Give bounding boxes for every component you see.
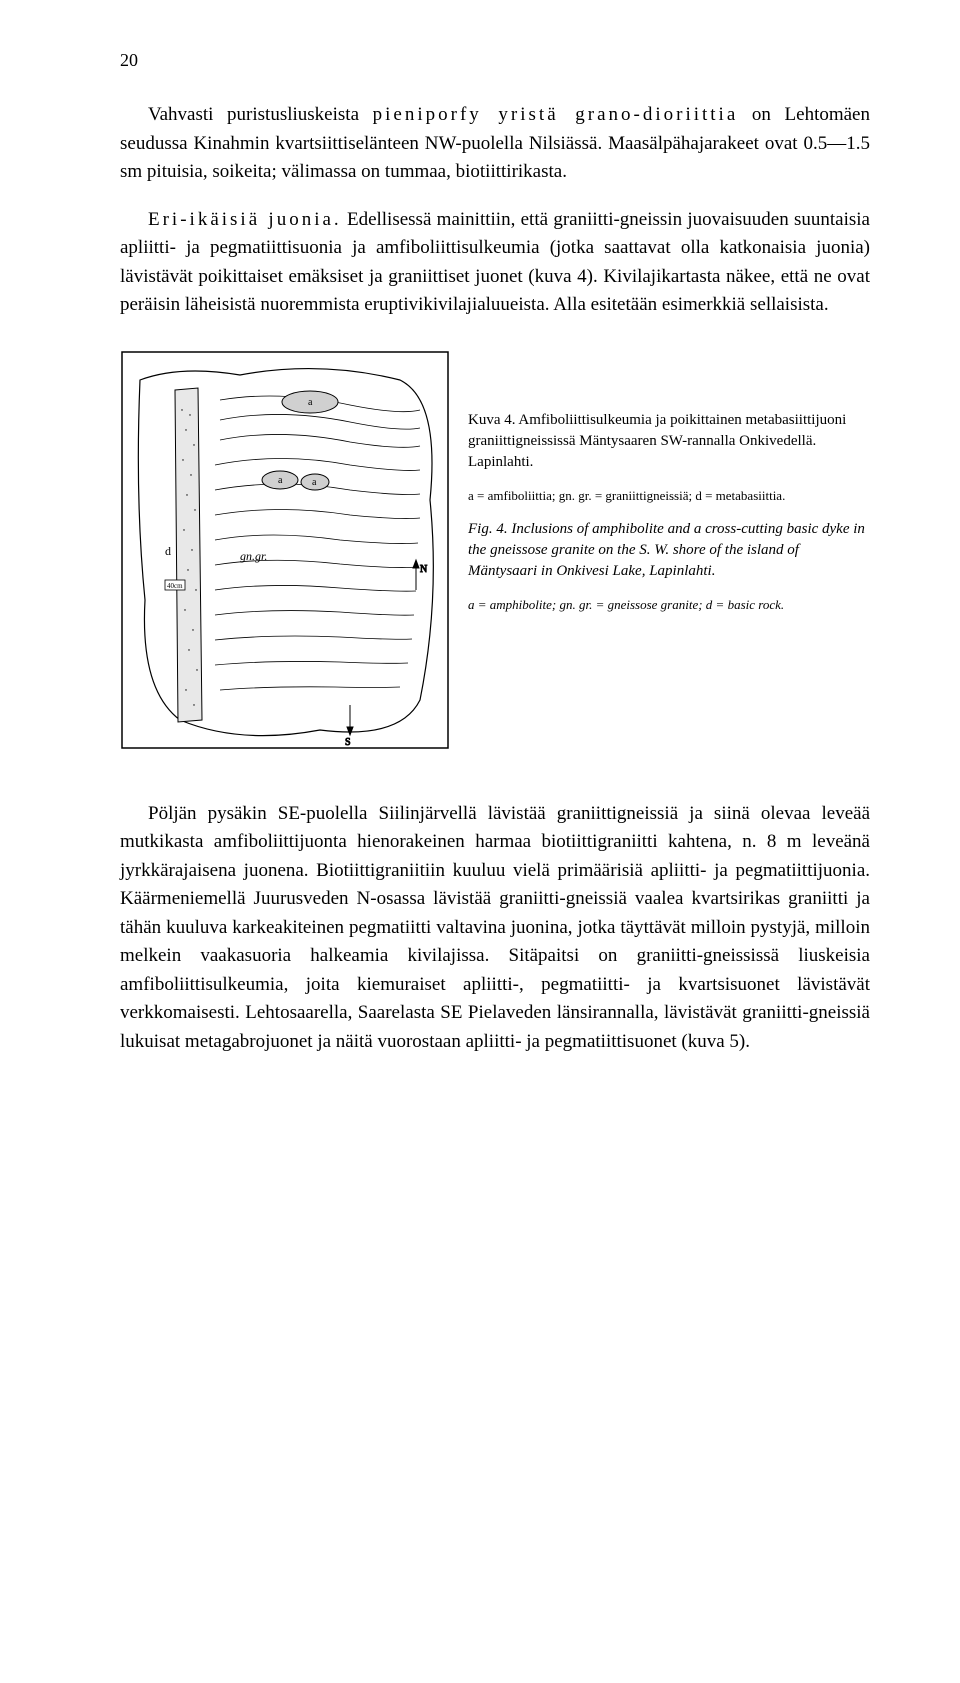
caption-fi: Kuva 4. Amfiboliittisulkeumia ja poikitt… <box>468 410 870 473</box>
para1-b-spaced: pieniporfy yristä grano-dioriittia <box>373 104 739 125</box>
svg-text:a: a <box>308 397 313 408</box>
paragraph-2: Eri-ikäisiä juonia. Edellisessä mainitti… <box>120 206 870 320</box>
svg-text:d: d <box>165 544 171 558</box>
svg-text:N: N <box>420 564 427 575</box>
legend-fi: a = amfiboliittia; gn. gr. = graniittign… <box>468 487 870 505</box>
caption-en: Fig. 4. Inclusions of amphibolite and a … <box>468 519 870 582</box>
svg-text:40cm: 40cm <box>167 582 183 590</box>
legend-en: a = amphibolite; gn. gr. = gneissose gra… <box>468 596 870 614</box>
paragraph-1: Vahvasti puristusliuskeista pieniporfy y… <box>120 101 870 187</box>
para2-a-spaced: Eri-ikäisiä juonia. <box>148 209 342 230</box>
caption-fi-text: Amfiboliittisulkeumia ja poikittainen me… <box>468 412 846 470</box>
caption-fi-label: Kuva 4. <box>468 412 516 428</box>
page-container: 20 Vahvasti puristusliuskeista pieniporf… <box>0 0 960 1134</box>
geological-sketch-icon: d gn.gr. a a a 40cm N S <box>120 350 450 750</box>
para1-a: Vahvasti puristusliuskeista <box>148 104 373 125</box>
svg-text:gn.gr.: gn.gr. <box>240 549 267 563</box>
svg-text:S: S <box>345 737 351 748</box>
svg-text:a: a <box>278 475 283 486</box>
caption-en-text: Inclusions of amphibolite and a cross-cu… <box>468 521 865 579</box>
figure-4-image: d gn.gr. a a a 40cm N S <box>120 350 450 750</box>
figure-4-row: d gn.gr. a a a 40cm N S <box>120 350 870 750</box>
paragraph-3: Pöljän pysäkin SE-puolella Siilinjärvell… <box>120 800 870 1057</box>
caption-en-label: Fig. 4. <box>468 521 508 537</box>
page-number: 20 <box>120 50 870 71</box>
svg-text:a: a <box>312 477 317 488</box>
figure-4-caption: Kuva 4. Amfiboliittisulkeumia ja poikitt… <box>468 350 870 628</box>
